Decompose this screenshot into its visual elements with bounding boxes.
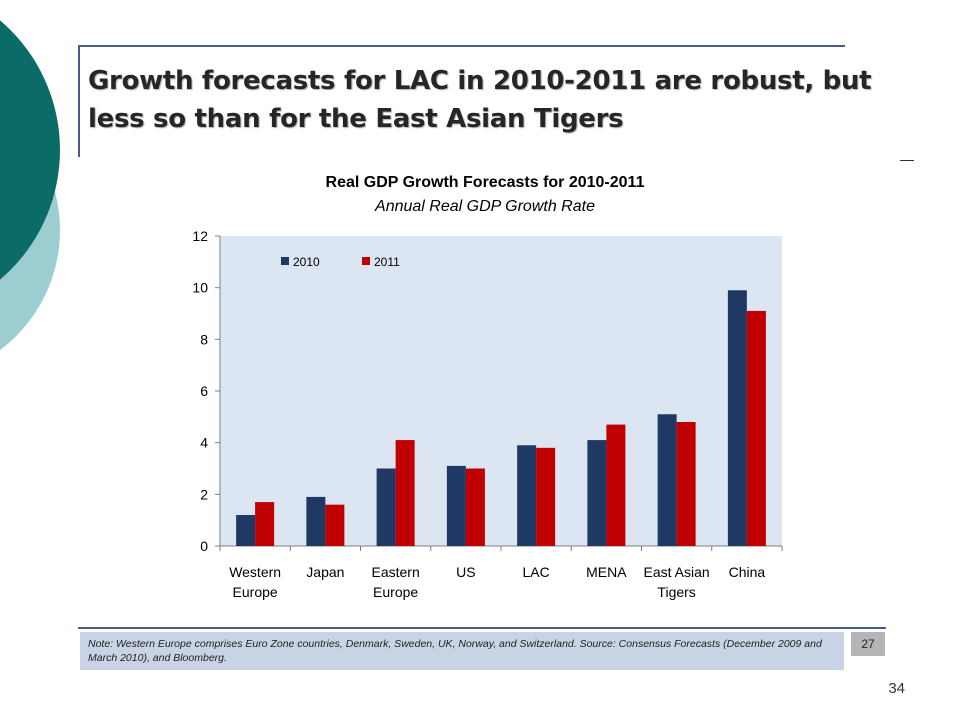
bar-2011 [536,447,556,546]
bar-2011 [325,504,345,546]
x-tick-label: East Asian [644,564,710,580]
bar-2011 [395,440,415,546]
legend-label: 2011 [374,255,400,269]
y-tick-label: 4 [200,435,208,451]
y-tick-label: 2 [200,486,208,502]
bar-2011 [746,310,766,546]
chart-title: Real GDP Growth Forecasts for 2010-2011 [325,174,645,191]
note-divider [78,627,886,629]
y-tick-label: 12 [192,228,208,244]
bar-2010 [306,496,326,546]
x-tick-label: Japan [306,564,344,580]
bar-2010 [376,468,396,546]
slide-decoration [0,20,60,350]
x-tick-label: LAC [523,564,550,580]
slide-badge: 27 [851,632,885,656]
x-tick-label: Western [229,564,281,580]
bar-2011 [676,422,696,546]
x-tick-label: US [456,564,475,580]
y-tick-label: 0 [200,538,208,554]
bar-2010 [517,445,537,546]
plot-area [220,236,782,546]
chart-subtitle: Annual Real GDP Growth Rate [375,198,595,215]
x-tick-label: Europe [233,584,278,600]
bar-2010 [727,290,747,546]
x-tick-label: China [729,564,766,580]
decor-circle-dark [0,20,60,280]
x-tick-label: Europe [373,584,418,600]
bar-2010 [446,465,466,546]
bar-2011 [465,468,485,546]
y-tick-label: 8 [200,331,208,347]
bar-2011 [255,502,275,546]
slide-title: Growth forecasts for LAC in 2010-2011 ar… [88,66,872,134]
bar-2010 [587,440,607,546]
bar-2010 [657,414,677,546]
legend-label: 2010 [293,255,320,269]
bar-2010 [236,515,256,546]
y-tick-label: 6 [200,383,208,399]
x-tick-label: Tigers [657,584,695,600]
legend-swatch-2010 [281,257,289,265]
x-tick-label: Eastern [372,564,420,580]
y-tick-label: 10 [192,280,208,296]
legend-swatch-2011 [362,257,370,265]
source-note: Note: Western Europe comprises Euro Zone… [80,632,844,670]
bar-2011 [606,424,626,546]
x-tick-label: MENA [586,564,627,580]
page-number: 34 [888,680,905,697]
title-frame [78,45,845,157]
dash-mark [900,160,914,161]
